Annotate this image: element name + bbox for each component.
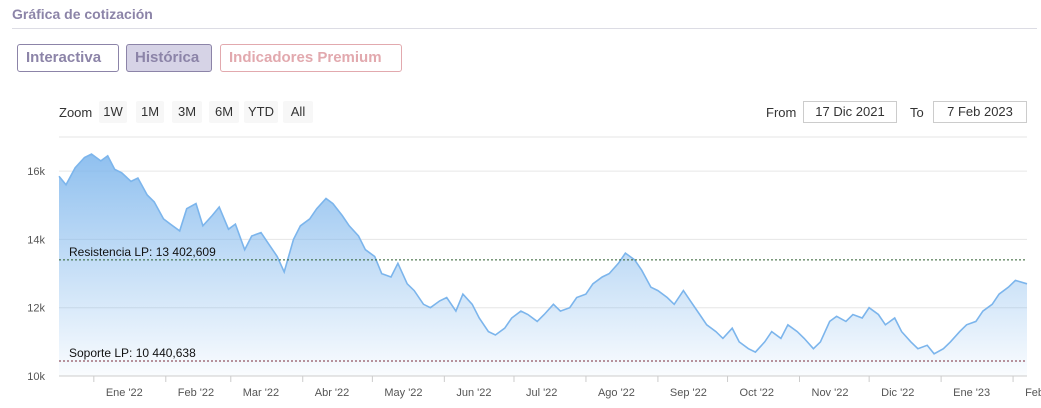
range-to-label: To bbox=[910, 105, 924, 120]
chart-section-title: Gráfica de cotización bbox=[12, 6, 153, 22]
x-tick-label: Ene '23 bbox=[953, 387, 990, 399]
zoom-all-button[interactable]: All bbox=[283, 101, 313, 123]
price-area-fill bbox=[59, 154, 1027, 376]
tab-interactiva[interactable]: Interactiva bbox=[17, 44, 119, 72]
range-from-input[interactable]: 17 Dic 2021 bbox=[803, 101, 897, 123]
x-tick-label: Feb '23 bbox=[1025, 387, 1041, 399]
y-tick-label: 10k bbox=[27, 371, 45, 383]
x-tick-label: Nov '22 bbox=[812, 387, 849, 399]
x-tick-label: Sep '22 bbox=[670, 387, 707, 399]
title-divider bbox=[12, 28, 1037, 29]
range-to-input[interactable]: 7 Feb 2023 bbox=[933, 101, 1027, 123]
range-from-label: From bbox=[766, 105, 797, 120]
x-tick-label: Feb '22 bbox=[178, 387, 214, 399]
x-tick-label: Jul '22 bbox=[526, 387, 557, 399]
x-tick-label: Jun '22 bbox=[456, 387, 491, 399]
zoom-1m-button[interactable]: 1M bbox=[136, 101, 164, 123]
x-tick-label: Dic '22 bbox=[881, 387, 914, 399]
x-tick-label: Ene '22 bbox=[106, 387, 143, 399]
zoom-1w-button[interactable]: 1W bbox=[99, 101, 127, 123]
zoom-label: Zoom bbox=[59, 105, 93, 120]
resistance-label: Resistencia LP: 13 402,609 bbox=[69, 245, 216, 259]
x-tick-label: Oct '22 bbox=[740, 387, 775, 399]
tab-indicadores-premium[interactable]: Indicadores Premium bbox=[220, 44, 402, 72]
tab-historica[interactable]: Histórica bbox=[126, 44, 212, 72]
zoom-6m-button[interactable]: 6M bbox=[209, 101, 239, 123]
x-tick-label: Mar '22 bbox=[243, 387, 279, 399]
x-tick-label: Ago '22 bbox=[598, 387, 635, 399]
zoom-ytd-button[interactable]: YTD bbox=[244, 101, 278, 123]
y-tick-label: 14k bbox=[27, 234, 45, 246]
y-tick-label: 16k bbox=[27, 166, 45, 178]
support-label: Soporte LP: 10 440,638 bbox=[69, 346, 196, 360]
x-tick-label: May '22 bbox=[384, 387, 422, 399]
price-line bbox=[58, 153, 1028, 355]
zoom-3m-button[interactable]: 3M bbox=[172, 101, 202, 123]
x-tick-label: Abr '22 bbox=[315, 387, 350, 399]
y-tick-label: 12k bbox=[27, 303, 45, 315]
